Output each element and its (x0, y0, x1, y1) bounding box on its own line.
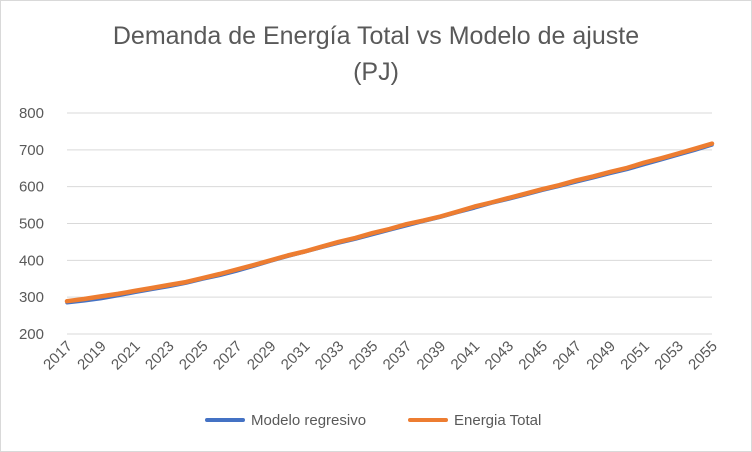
legend-swatch-energia-total (408, 418, 448, 422)
x-tick-label: 2039 (414, 338, 450, 374)
x-tick-label: 2049 (583, 338, 619, 374)
legend-label-energia-total: Energia Total (454, 411, 542, 429)
x-tick-label: 2047 (549, 338, 585, 374)
chart-title: Demanda de Energía Total vs Modelo de aj… (112, 22, 640, 50)
x-tick-label: 2035 (346, 338, 382, 374)
x-tick-label: 2043 (482, 338, 518, 374)
legend-item-energia-total: Energia Total (408, 409, 541, 431)
x-tick-label: 2053 (651, 338, 687, 374)
legend: Modelo regresivo Energia Total (0, 409, 752, 431)
gridlines (67, 112, 712, 335)
y-tick-label: 500 (19, 216, 44, 233)
x-tick-label: 2045 (515, 338, 551, 374)
x-tick-label: 2033 (312, 338, 348, 374)
x-tick-label: 2031 (278, 338, 314, 374)
x-tick-label: 2021 (108, 338, 144, 374)
x-tick-label: 2027 (210, 338, 246, 374)
x-tick-label: 2041 (448, 338, 484, 374)
series-line-energia-total (64, 141, 715, 304)
x-tick-label: 2029 (244, 338, 280, 374)
y-axis: 200 300 400 500 600 700 800 (19, 105, 44, 343)
series-lines (64, 141, 715, 305)
y-tick-label: 200 (19, 326, 44, 343)
y-tick-label: 800 (19, 105, 44, 122)
x-tick-label: 2019 (74, 338, 110, 374)
chart-title-unit: (PJ) (353, 58, 399, 86)
y-tick-label: 300 (19, 289, 44, 306)
x-tick-label: 2023 (142, 338, 178, 374)
legend-swatch-modelo-regresivo (205, 418, 245, 422)
x-tick-label: 2037 (380, 338, 416, 374)
y-tick-label: 400 (19, 252, 44, 269)
x-tick-label: 2025 (176, 338, 212, 374)
x-axis: 2017201920212023202520272029203120332035… (40, 338, 721, 374)
x-tick-label: 2055 (685, 338, 721, 374)
y-tick-label: 700 (19, 142, 44, 159)
y-tick-label: 600 (19, 179, 44, 196)
legend-item-modelo-regresivo: Modelo regresivo (205, 409, 366, 431)
x-tick-label: 2051 (617, 338, 653, 374)
x-tick-label: 2017 (40, 338, 76, 374)
legend-label-modelo-regresivo: Modelo regresivo (251, 411, 367, 429)
